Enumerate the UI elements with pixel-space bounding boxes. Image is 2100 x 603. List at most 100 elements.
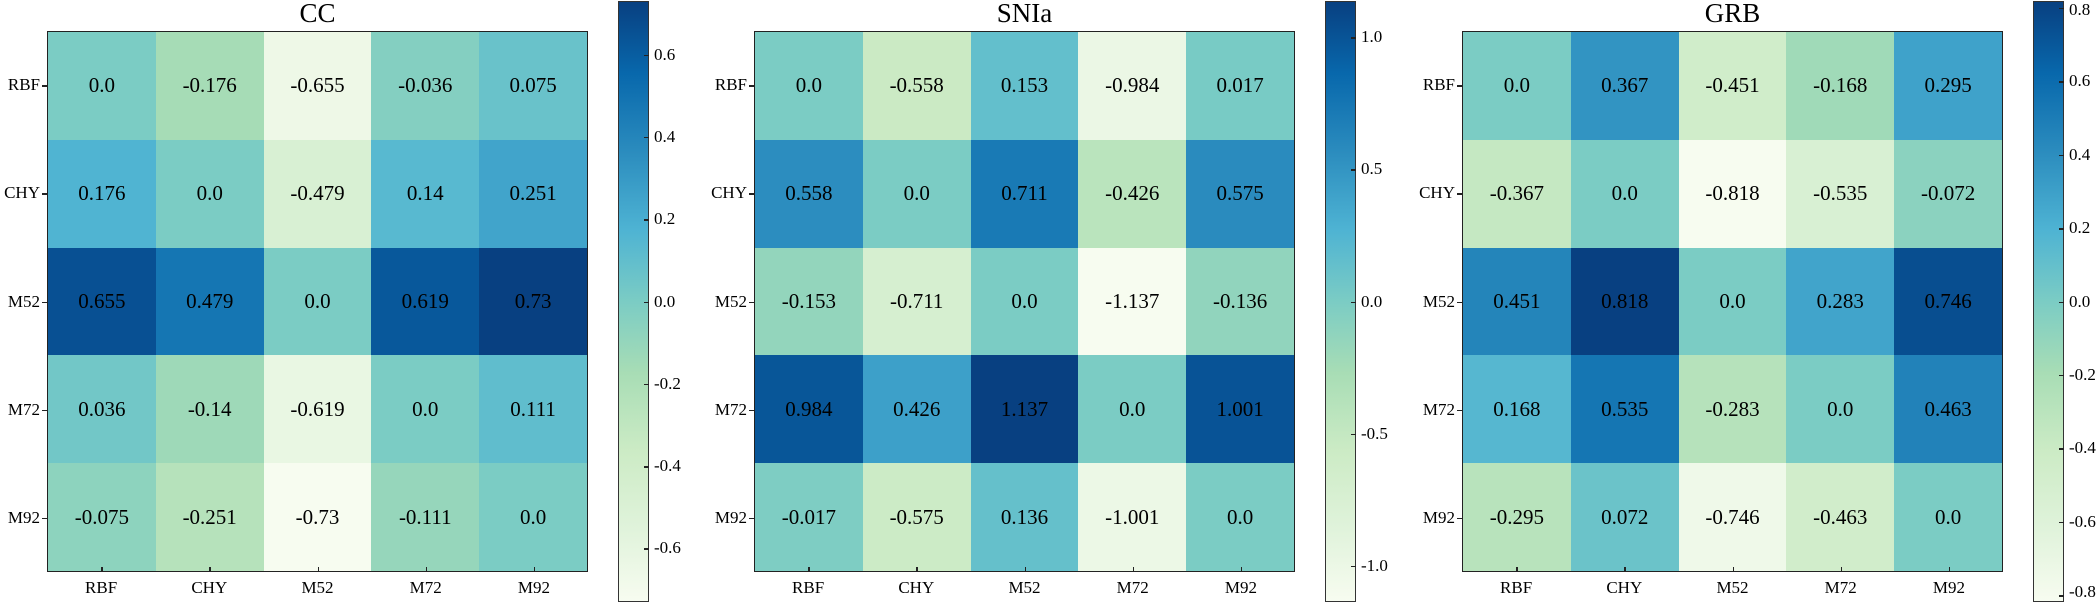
colorbar-tick-label: 0.5 [1361, 159, 1383, 179]
heatmap-cell: -0.746 [1678, 463, 1787, 571]
y-tick [749, 409, 754, 412]
y-tick [1457, 193, 1462, 195]
heatmap-cell: -0.111 [371, 463, 480, 571]
heatmap-cell: -0.153 [755, 247, 863, 356]
y-axis-label: CHY [4, 183, 40, 203]
x-tick [101, 567, 103, 572]
heatmap-cell: -0.655 [263, 32, 372, 140]
heatmap-cell: -0.575 [862, 463, 971, 571]
colorbar-tick-label: 0.4 [2069, 144, 2091, 164]
x-axis-label: RBF [85, 578, 118, 597]
y-axis-label: M52 [7, 291, 40, 311]
colorbar-tick [2059, 81, 2064, 83]
heatmap-cell: 0.367 [1570, 32, 1679, 140]
heatmap-cell: -0.017 [755, 463, 863, 571]
heatmap-cell: 0.0 [1078, 355, 1187, 464]
colorbar-tick [644, 136, 649, 139]
colorbar-tick-label: 0.6 [654, 44, 676, 64]
x-tick [209, 567, 211, 572]
heatmap-cell: 0.746 [1894, 247, 2002, 356]
x-tick [1948, 567, 1951, 572]
y-axis-label: M72 [714, 399, 747, 419]
heatmap-cell: 0.0 [479, 463, 587, 571]
heatmap-cell: 0.0 [155, 139, 264, 248]
heatmap-cell: 0.176 [48, 139, 156, 248]
heatmap-cell: -0.036 [371, 32, 480, 140]
heatmap-cell: 0.0 [1678, 247, 1787, 356]
heatmap-cell: -0.818 [1678, 139, 1787, 248]
x-axis-label: M92 [1932, 578, 1965, 597]
x-axis-label: M92 [517, 578, 550, 597]
heatmap-cell: -0.295 [1463, 463, 1571, 571]
heatmap-cell: 0.036 [48, 355, 156, 464]
x-axis-label: M72 [1116, 578, 1149, 597]
heatmap-cell: 0.111 [479, 355, 587, 464]
y-axis-label: M72 [7, 399, 40, 419]
y-tick [749, 85, 754, 87]
heatmap-cell: -0.136 [1186, 247, 1294, 356]
x-tick [808, 567, 810, 572]
y-tick [42, 85, 47, 87]
heatmap-cell: 0.619 [371, 247, 480, 356]
heatmap-cell: 0.251 [479, 139, 587, 248]
heatmap-cell: 0.0 [1570, 139, 1679, 248]
heatmap-cell: -0.479 [263, 139, 372, 248]
heatmap-cell: 0.0 [48, 32, 156, 140]
colorbar-tick [644, 466, 649, 468]
colorbar-tick [644, 548, 649, 550]
y-tick [1457, 85, 1462, 87]
y-axis-label: CHY [711, 183, 747, 203]
colorbar-tick-label: -0.2 [2069, 364, 2096, 384]
colorbar-tick [2059, 374, 2064, 377]
heatmap-cell: 0.575 [1186, 139, 1294, 248]
colorbar-tick-label: -1.0 [1361, 555, 1388, 575]
colorbar-tick [644, 219, 649, 221]
x-tick [1624, 567, 1626, 572]
colorbar-tick-label: 0.0 [654, 291, 676, 311]
heatmap-cell: 0.017 [1186, 32, 1294, 140]
heatmap-cell: -0.176 [155, 32, 264, 140]
y-axis-label: M52 [714, 291, 747, 311]
x-tick [1840, 567, 1843, 572]
colorbar-tick-label: -0.2 [654, 373, 681, 393]
x-axis-label: RBF [1500, 578, 1533, 597]
heatmap-cell: 0.153 [970, 32, 1079, 140]
heatmap-cell: 0.136 [970, 463, 1079, 571]
x-tick [1240, 567, 1243, 572]
chart-title: GRB [1704, 0, 1761, 28]
colorbar-tick-label: -0.6 [2069, 511, 2096, 531]
heatmap-cell: 0.0 [1463, 32, 1571, 140]
chart-title: SNIa [996, 0, 1053, 28]
heatmap-cell: 0.535 [1570, 355, 1679, 464]
heatmap-cell: -0.711 [862, 247, 971, 356]
y-axis-label: RBF [1422, 75, 1455, 95]
heatmap-cell: -0.619 [263, 355, 372, 464]
heatmap-cell: -0.426 [1078, 139, 1187, 248]
colorbar-tick [2059, 521, 2064, 524]
colorbar-tick-label: 0.2 [2069, 218, 2091, 238]
heatmap-cell: 0.479 [155, 247, 264, 356]
colorbar-tick-label: -0.5 [1361, 423, 1388, 443]
heatmap-grid: 0.0 -0.176 -0.655 -0.036 0.075 0.176 0.0 -0.479… [47, 31, 588, 572]
colorbar-tick [1351, 301, 1356, 303]
y-tick [42, 301, 47, 303]
heatmap-cell: -0.168 [1786, 32, 1895, 140]
x-axis-label: CHY [1606, 578, 1643, 597]
colorbar-tick [2059, 154, 2064, 157]
colorbar-tick-label: -0.4 [654, 456, 681, 476]
y-axis-label: M52 [1422, 291, 1455, 311]
heatmap-cell: 0.73 [479, 247, 587, 356]
heatmap-cell: -1.137 [1078, 247, 1187, 356]
heatmap-cell: 0.655 [48, 247, 156, 356]
heatmap-cell: 0.075 [479, 32, 587, 140]
heatmap-cell: 0.168 [1463, 355, 1571, 464]
heatmap-cell: -0.075 [48, 463, 156, 571]
x-axis-label: M52 [1716, 578, 1749, 597]
x-tick [1132, 567, 1135, 572]
heatmap-cell: 1.001 [1186, 355, 1294, 464]
x-axis-label: M72 [409, 578, 442, 597]
colorbar-tick-label: 0.0 [2069, 291, 2091, 311]
heatmap-cell: 0.0 [970, 247, 1079, 356]
colorbar-tick-label: -0.6 [654, 538, 681, 558]
heatmap-cell: -0.558 [862, 32, 971, 140]
